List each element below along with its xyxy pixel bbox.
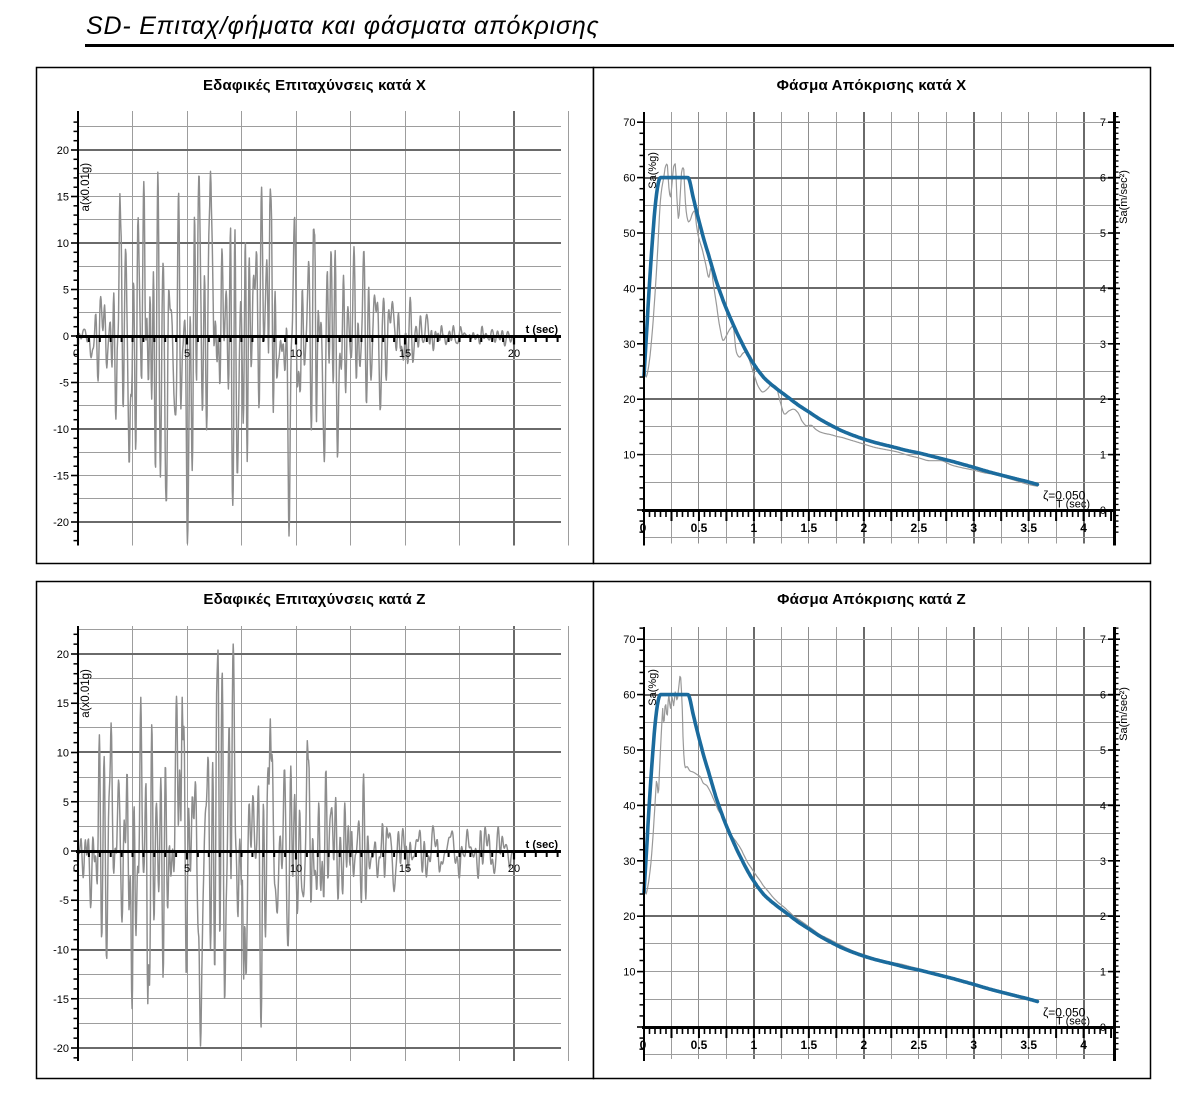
svg-text:1: 1 (751, 521, 758, 535)
svg-text:3: 3 (1100, 339, 1106, 351)
svg-text:3: 3 (970, 521, 977, 535)
svg-text:3: 3 (1100, 856, 1106, 868)
svg-text:20: 20 (623, 394, 635, 406)
svg-text:10: 10 (623, 450, 635, 462)
svg-text:T (sec): T (sec) (1056, 1016, 1090, 1028)
svg-text:-15: -15 (53, 471, 69, 483)
svg-text:1.5: 1.5 (801, 1038, 818, 1052)
svg-text:15: 15 (57, 698, 69, 710)
svg-text:3.5: 3.5 (1020, 1038, 1037, 1052)
svg-text:2.5: 2.5 (910, 521, 927, 535)
svg-text:-5: -5 (59, 378, 69, 390)
svg-text:0: 0 (640, 1038, 647, 1052)
svg-text:Sa(m/sec²): Sa(m/sec²) (1118, 170, 1130, 224)
svg-text:60: 60 (623, 173, 635, 185)
svg-text:1.5: 1.5 (801, 521, 818, 535)
svg-text:Φάσμα Απόκρισης κατά Z: Φάσμα Απόκρισης κατά Z (777, 591, 966, 608)
svg-text:40: 40 (623, 800, 635, 812)
svg-text:-20: -20 (53, 517, 69, 529)
svg-text:5: 5 (63, 797, 69, 809)
svg-text:1: 1 (1100, 967, 1106, 979)
svg-text:6: 6 (1100, 173, 1106, 185)
svg-text:15: 15 (57, 192, 69, 204)
svg-text:6: 6 (1100, 690, 1106, 702)
svg-text:Εδαφικές Επιταχύνσεις κατά Z: Εδαφικές Επιταχύνσεις κατά Z (203, 591, 425, 608)
svg-text:1: 1 (1100, 450, 1106, 462)
svg-text:4: 4 (1100, 283, 1106, 295)
svg-text:7: 7 (1100, 117, 1106, 129)
svg-text:Sa(%g): Sa(%g) (647, 152, 659, 189)
svg-text:10: 10 (57, 238, 69, 250)
svg-text:5: 5 (1100, 745, 1106, 757)
svg-text:20: 20 (508, 348, 520, 360)
svg-text:-10: -10 (53, 945, 69, 957)
svg-text:t (sec): t (sec) (526, 839, 559, 851)
svg-text:30: 30 (623, 339, 635, 351)
svg-text:20: 20 (57, 649, 69, 661)
svg-text:2: 2 (1100, 394, 1106, 406)
svg-text:-10: -10 (53, 424, 69, 436)
svg-text:20: 20 (508, 863, 520, 875)
svg-text:2.5: 2.5 (910, 1038, 927, 1052)
svg-text:10: 10 (57, 748, 69, 760)
svg-text:4: 4 (1080, 1038, 1087, 1052)
svg-text:-15: -15 (53, 994, 69, 1006)
svg-text:10: 10 (623, 967, 635, 979)
svg-text:60: 60 (623, 690, 635, 702)
svg-text:2: 2 (860, 1038, 867, 1052)
svg-text:-5: -5 (59, 895, 69, 907)
svg-text:3: 3 (970, 1038, 977, 1052)
svg-text:Φάσμα Απόκρισης κατά X: Φάσμα Απόκρισης κατά X (777, 77, 967, 94)
svg-text:0: 0 (640, 521, 647, 535)
svg-text:Εδαφικές Επιταχύνσεις κατά X: Εδαφικές Επιταχύνσεις κατά X (203, 77, 426, 94)
svg-text:4: 4 (1080, 521, 1087, 535)
svg-text:a(x0.01g): a(x0.01g) (80, 669, 92, 718)
svg-text:3.5: 3.5 (1020, 521, 1037, 535)
svg-text:15: 15 (399, 348, 411, 360)
svg-text:20: 20 (623, 911, 635, 923)
svg-text:70: 70 (623, 117, 635, 129)
svg-text:5: 5 (63, 285, 69, 297)
svg-text:20: 20 (57, 145, 69, 157)
svg-text:0: 0 (73, 863, 79, 875)
svg-text:5: 5 (184, 863, 190, 875)
svg-text:10: 10 (290, 348, 302, 360)
svg-text:5: 5 (184, 348, 190, 360)
svg-text:7: 7 (1100, 634, 1106, 646)
svg-text:4: 4 (1100, 800, 1106, 812)
svg-text:-20: -20 (53, 1043, 69, 1055)
svg-text:50: 50 (623, 745, 635, 757)
svg-text:Sa(%g): Sa(%g) (647, 669, 659, 706)
svg-text:15: 15 (399, 863, 411, 875)
svg-text:70: 70 (623, 634, 635, 646)
svg-text:0: 0 (73, 348, 79, 360)
svg-text:2: 2 (1100, 911, 1106, 923)
svg-text:T (sec): T (sec) (1056, 499, 1090, 511)
svg-text:2: 2 (860, 521, 867, 535)
svg-text:40: 40 (623, 283, 635, 295)
svg-text:30: 30 (623, 856, 635, 868)
svg-text:10: 10 (290, 863, 302, 875)
svg-text:1: 1 (751, 1038, 758, 1052)
svg-text:5: 5 (1100, 228, 1106, 240)
svg-text:0: 0 (63, 331, 69, 343)
svg-text:a(x0.01g): a(x0.01g) (80, 163, 92, 212)
svg-text:ζ=0.050: ζ=0.050 (1043, 489, 1086, 503)
svg-text:0.5: 0.5 (691, 521, 708, 535)
svg-text:ζ=0.050: ζ=0.050 (1043, 1006, 1086, 1020)
svg-text:Sa(m/sec²): Sa(m/sec²) (1118, 687, 1130, 741)
svg-text:t (sec): t (sec) (526, 324, 559, 336)
svg-text:0: 0 (63, 846, 69, 858)
svg-text:50: 50 (623, 228, 635, 240)
svg-text:0.5: 0.5 (691, 1038, 708, 1052)
